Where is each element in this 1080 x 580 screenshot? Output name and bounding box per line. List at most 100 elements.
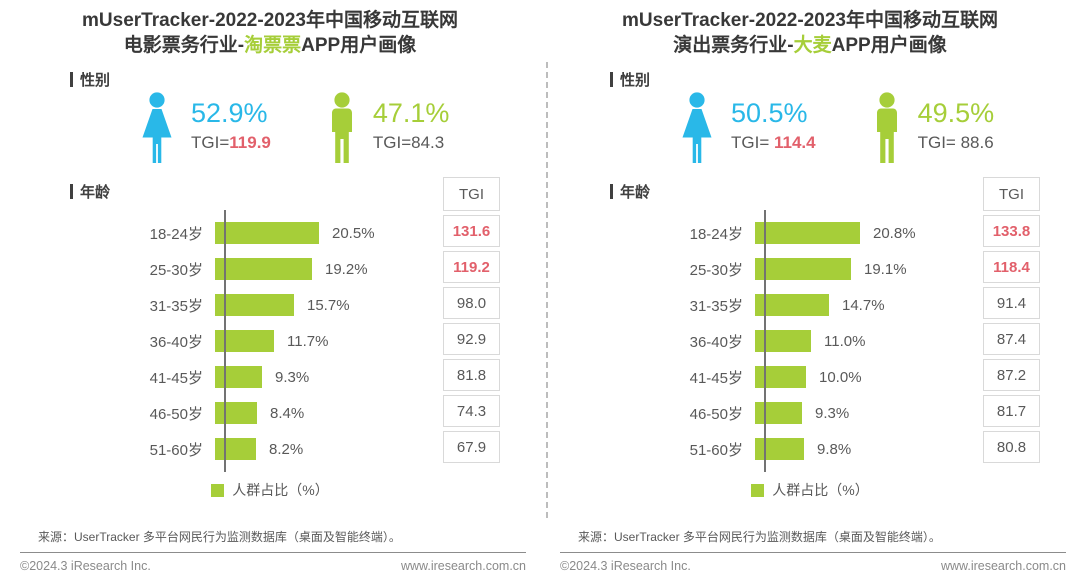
legend-label: 人群占比（%） xyxy=(232,482,329,498)
panel-title: mUserTracker-2022-2023年中国移动互联网 电影票务行业-淘票… xyxy=(0,8,540,58)
tgi-cell: 80.8 xyxy=(983,431,1040,463)
chart-row: 46-50岁 8.4% xyxy=(105,395,440,431)
age-category-label: 31-35岁 xyxy=(689,297,743,315)
female-percentage: 52.9% xyxy=(191,98,268,128)
female-tgi-value: 114.4 xyxy=(773,133,816,152)
bar-value-label: 14.7% xyxy=(842,296,885,314)
bar-area: 15.7% xyxy=(215,294,350,316)
population-share-bar xyxy=(215,222,319,244)
bar-value-label: 19.2% xyxy=(325,260,368,278)
title-line2: 电影票务行业-淘票票APP用户画像 xyxy=(123,35,417,56)
tgi-cells: 131.6 119.2 98.0 92.9 81.8 74.3 67.9 xyxy=(443,215,500,463)
age-category-label: 31-35岁 xyxy=(149,297,203,315)
gender-section-label: 性别 xyxy=(70,69,110,90)
male-tgi-value: 84.3 xyxy=(411,133,445,152)
bar-area: 9.3% xyxy=(755,402,849,424)
tgi-cell: 118.4 xyxy=(983,251,1040,283)
chart-legend: 人群占比（%） xyxy=(540,480,1080,500)
footer: ©2024.3 iResearch Inc. www.iresearch.com… xyxy=(20,559,526,573)
population-share-bar xyxy=(215,258,312,280)
website-url: www.iresearch.com.cn xyxy=(400,559,526,573)
chart-row: 51-60岁 8.2% xyxy=(105,431,440,467)
chart-row: 25-30岁 19.1% xyxy=(645,251,980,287)
chart-row: 25-30岁 19.2% xyxy=(105,251,440,287)
panel-damai: mUserTracker-2022-2023年中国移动互联网 演出票务行业-大麦… xyxy=(540,0,1080,580)
tgi-column: TGI 131.6 119.2 98.0 92.9 81.8 74.3 67.9 xyxy=(443,177,500,467)
section-pipe-mark xyxy=(70,72,73,87)
bar-area: 11.0% xyxy=(755,330,865,352)
age-category-label: 51-60岁 xyxy=(689,441,743,459)
chart-row: 31-35岁 14.7% xyxy=(645,287,980,323)
population-share-bar xyxy=(755,330,811,352)
tgi-column-header: TGI xyxy=(443,177,500,211)
female-tgi-value: 119.9 xyxy=(229,133,271,152)
tgi-cell: 81.8 xyxy=(443,359,500,391)
age-section-label: 年龄 xyxy=(610,181,650,202)
female-stat: 50.5% TGI= 114.4 xyxy=(675,92,816,164)
bar-area: 20.5% xyxy=(215,222,375,244)
male-stat: 49.5% TGI= 88.6 xyxy=(868,92,994,164)
female-icon xyxy=(142,92,172,163)
age-category-label: 46-50岁 xyxy=(149,405,203,423)
bar-area: 8.4% xyxy=(215,402,304,424)
bar-area: 20.8% xyxy=(755,222,916,244)
population-share-bar xyxy=(215,402,257,424)
population-share-bar xyxy=(755,366,806,388)
footer-divider xyxy=(560,552,1066,553)
bar-area: 9.3% xyxy=(215,366,309,388)
population-share-bar xyxy=(755,402,802,424)
chart-row: 36-40岁 11.0% xyxy=(645,323,980,359)
age-category-label: 41-45岁 xyxy=(689,369,743,387)
population-share-bar xyxy=(215,438,256,460)
age-category-label: 18-24岁 xyxy=(149,225,203,243)
tgi-cell: 67.9 xyxy=(443,431,500,463)
gender-stats: 52.9% TGI=119.9 47.1% TGI=84.3 xyxy=(135,92,449,164)
age-chart-rows: 18-24岁 20.8% 25-30岁 19.1% 31-35岁 14.7% 36-40岁 1… xyxy=(645,215,980,467)
legend-label: 人群占比（%） xyxy=(772,482,869,498)
footer: ©2024.3 iResearch Inc. www.iresearch.com… xyxy=(560,559,1066,573)
footer-divider xyxy=(20,552,526,553)
gender-section-label: 性别 xyxy=(610,69,650,90)
chart-row: 18-24岁 20.8% xyxy=(645,215,980,251)
bar-value-label: 10.0% xyxy=(819,368,862,386)
age-category-label: 25-30岁 xyxy=(689,261,743,279)
male-tgi-value: 88.6 xyxy=(960,133,994,152)
population-share-bar xyxy=(215,294,294,316)
chart-row: 51-60岁 9.8% xyxy=(645,431,980,467)
bar-value-label: 20.5% xyxy=(332,224,375,242)
bar-area: 19.1% xyxy=(755,258,907,280)
title-line1: mUserTracker-2022-2023年中国移动互联网 xyxy=(82,10,458,31)
source-note: 来源：UserTracker 多平台网民行为监测数据库（桌面及智能终端）。 xyxy=(38,530,401,544)
tgi-cell: 91.4 xyxy=(983,287,1040,319)
title-line2: 演出票务行业-大麦APP用户画像 xyxy=(673,35,947,56)
title-app-name: 大麦 xyxy=(793,35,832,56)
female-tgi: TGI=119.9 xyxy=(191,133,271,152)
bar-area: 19.2% xyxy=(215,258,368,280)
tgi-cell: 119.2 xyxy=(443,251,500,283)
chart-legend: 人群占比（%） xyxy=(0,480,540,500)
age-axis xyxy=(764,210,766,472)
panel-divider xyxy=(546,62,548,518)
chart-row: 36-40岁 11.7% xyxy=(105,323,440,359)
female-stat: 52.9% TGI=119.9 xyxy=(135,92,271,164)
age-chart-rows: 18-24岁 20.5% 25-30岁 19.2% 31-35岁 15.7% 36-40岁 1… xyxy=(105,215,440,467)
section-pipe-mark xyxy=(610,184,613,199)
panel-title: mUserTracker-2022-2023年中国移动互联网 演出票务行业-大麦… xyxy=(540,8,1080,58)
tgi-cells: 133.8 118.4 91.4 87.4 87.2 81.7 80.8 xyxy=(983,215,1040,463)
male-tgi: TGI=84.3 xyxy=(372,133,445,152)
age-category-label: 46-50岁 xyxy=(689,405,743,423)
population-share-bar xyxy=(755,222,860,244)
tgi-cell: 87.4 xyxy=(983,323,1040,355)
bar-area: 8.2% xyxy=(215,438,303,460)
bar-area: 14.7% xyxy=(755,294,885,316)
female-icon xyxy=(682,92,712,163)
legend-swatch xyxy=(751,483,765,497)
age-category-label: 18-24岁 xyxy=(689,225,743,243)
chart-row: 31-35岁 15.7% xyxy=(105,287,440,323)
tgi-cell: 92.9 xyxy=(443,323,500,355)
age-category-label: 25-30岁 xyxy=(149,261,203,279)
age-bar-chart: 18-24岁 20.8% 25-30岁 19.1% 31-35岁 14.7% 36-40岁 1… xyxy=(645,210,980,472)
tgi-column-header: TGI xyxy=(983,177,1040,211)
female-tgi: TGI= 114.4 xyxy=(731,133,816,152)
